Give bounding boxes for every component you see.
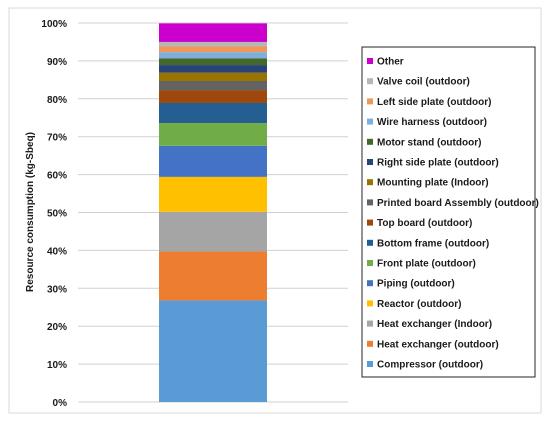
bar-segment-9 — [159, 72, 267, 81]
y-tick-label: 40% — [47, 246, 67, 257]
legend-swatch — [367, 78, 373, 85]
y-tick-label: 10% — [47, 360, 67, 371]
legend-label: Mounting plate (Indoor) — [377, 178, 489, 189]
legend-swatch — [367, 320, 373, 327]
legend-label: Motor stand (outdoor) — [377, 137, 481, 148]
legend-label: Piping (outdoor) — [377, 279, 455, 290]
legend-label: Heat exchanger (outdoor) — [377, 339, 499, 350]
bar-segment-13 — [159, 46, 267, 53]
legend-swatch — [367, 239, 373, 246]
bar-segment-14 — [159, 41, 267, 47]
bar-segment-3 — [159, 176, 267, 212]
legend-swatch — [367, 138, 373, 145]
legend-swatch — [367, 199, 373, 206]
y-tick-label: 100% — [41, 19, 67, 30]
legend-label: Valve coil (outdoor) — [377, 77, 470, 88]
legend-label: Wire harness (outdoor) — [377, 117, 487, 128]
legend-swatch — [367, 179, 373, 186]
legend-label: Top board (outdoor) — [377, 218, 472, 229]
bar-segment-10 — [159, 65, 267, 73]
legend-swatch — [367, 98, 373, 105]
bar-segment-8 — [159, 80, 267, 91]
bar-segment-0 — [159, 300, 267, 402]
bar-segment-4 — [159, 145, 267, 177]
bar-segment-12 — [159, 52, 267, 59]
bar-stack — [159, 23, 267, 402]
legend-swatch — [367, 260, 373, 266]
legend-label: Other — [377, 57, 404, 68]
legend-label: Compressor (outdoor) — [377, 360, 483, 371]
legend-label: Right side plate (outdoor) — [377, 158, 499, 169]
bar-segment-7 — [159, 90, 267, 103]
legend-swatch — [367, 361, 373, 367]
legend-label: Left side plate (outdoor) — [377, 97, 491, 108]
y-tick-label: 30% — [47, 284, 67, 295]
y-tick-label: 0% — [53, 398, 68, 409]
legend-label: Front plate (outdoor) — [377, 259, 476, 270]
legend-label: Bottom frame (outdoor) — [377, 238, 489, 249]
y-tick-label: 60% — [47, 171, 67, 182]
y-axis-ticks: 0% 10% 20% 30% 40% 50% 60% 70% 80% 90% 100% — [41, 19, 67, 409]
legend-swatch — [367, 118, 373, 125]
bar-segment-6 — [159, 102, 267, 124]
bar-segment-5 — [159, 123, 267, 146]
y-tick-label: 20% — [47, 322, 67, 333]
legend: Other Valve coil (outdoor) Left side plate… — [367, 57, 539, 371]
bar-segment-11 — [159, 58, 267, 66]
y-tick-label: 50% — [47, 209, 67, 220]
legend-swatch — [367, 300, 373, 307]
legend-swatch — [367, 340, 373, 347]
legend-swatch — [367, 58, 373, 64]
legend-swatch — [367, 159, 373, 165]
bar-segment-1 — [159, 251, 267, 301]
y-tick-label: 80% — [47, 95, 67, 106]
bar-segment-2 — [159, 211, 267, 252]
y-axis-title: Resource consumption (kg-Sbeq) — [25, 132, 36, 292]
y-tick-label: 90% — [47, 57, 67, 68]
legend-swatch — [367, 280, 373, 287]
y-tick-label: 70% — [47, 133, 67, 144]
legend-label: Reactor (outdoor) — [377, 299, 461, 310]
legend-label: Printed board Assembly (outdoor) — [377, 198, 539, 209]
legend-box — [361, 46, 536, 378]
legend-label: Heat exchanger (Indoor) — [377, 319, 492, 330]
bar-segment-15 — [159, 23, 267, 42]
legend-swatch — [367, 219, 373, 226]
